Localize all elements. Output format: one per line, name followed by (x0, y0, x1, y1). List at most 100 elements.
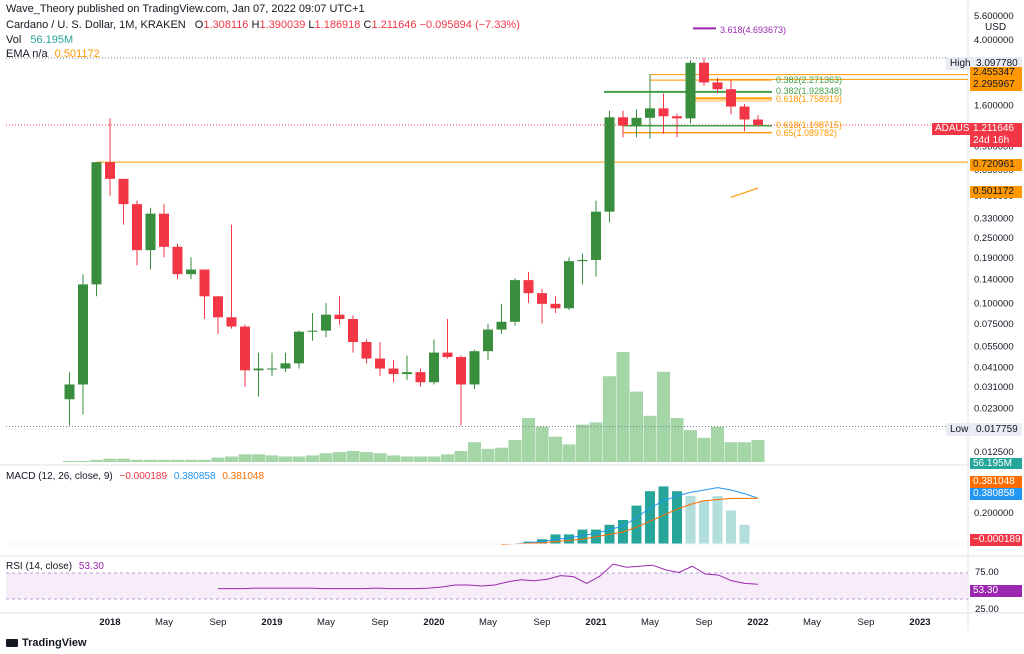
candle-body (78, 284, 88, 385)
volume-bar (441, 454, 454, 462)
volume-bar (306, 455, 319, 462)
tradingview-logo[interactable]: TradingView (6, 637, 87, 649)
volume-bar (319, 453, 333, 462)
rsi-tick-75: 75.00 (975, 567, 999, 578)
candle-body (496, 321, 507, 330)
volume-bar (225, 456, 238, 462)
macd-tag-signal: 0.381048 (970, 476, 1022, 488)
candle-body (240, 326, 250, 371)
macd-hist-bar (564, 534, 574, 544)
candle-body (564, 261, 574, 309)
volume-bar (738, 442, 751, 462)
price-tick: 0.031000 (974, 382, 1014, 393)
time-tick: 2019 (261, 617, 282, 628)
volume-bar (589, 422, 603, 462)
volume-bar (508, 440, 522, 462)
price-tick: 0.250000 (974, 233, 1014, 244)
price-tick: 0.041000 (974, 362, 1014, 373)
tag-2455347: 2.455347 (970, 67, 1022, 79)
price-tick: 0.055000 (974, 341, 1014, 352)
candle-body (618, 117, 628, 126)
price-tick: 0.023000 (974, 404, 1014, 415)
rsi-line (218, 563, 759, 590)
last-price-tag: 1.211646 (970, 123, 1022, 135)
macd-hist-bar (699, 500, 709, 544)
fib-label-0618-b: 0.618(1.198715) (776, 120, 843, 130)
time-tick: 2021 (585, 617, 607, 628)
candle-body (159, 213, 169, 247)
volume-bar (670, 418, 684, 462)
ohlc-l-label: L (308, 19, 315, 31)
volume-bar (468, 442, 481, 462)
ohlc-l: 1.186918 (314, 19, 361, 31)
candle-body (726, 89, 736, 107)
signal-line (501, 497, 759, 546)
fib-label-0618-a: 0.618(1.758919) (776, 94, 843, 104)
candle-body (456, 357, 466, 385)
candle-body (91, 162, 102, 285)
time-tick: May (641, 617, 659, 628)
macd-hist-bar (672, 491, 682, 544)
candle-body (321, 314, 331, 331)
volume-bar (333, 452, 346, 462)
candle-body (294, 331, 304, 364)
fib-label-0382-a: 0.382(2.271363) (776, 75, 843, 85)
candle-body (415, 372, 426, 383)
candle-body (145, 213, 156, 251)
macd-hist-bar (631, 505, 642, 544)
symbol-name: Cardano / U. S. Dollar, 1M, KRAKEN (6, 19, 186, 31)
volume-bar (346, 451, 360, 462)
price-tick: 0.190000 (974, 253, 1014, 264)
macd-hist-bar (577, 529, 588, 544)
currency-unit: USD (985, 22, 1007, 33)
rsi-tick-25: 25.00 (975, 604, 999, 615)
volume-bar (549, 436, 562, 462)
volume-bar (495, 447, 508, 462)
ema-tag: 0.501172 (970, 186, 1022, 198)
volume-bar (373, 453, 387, 462)
candle-body (550, 303, 561, 309)
candle-body (348, 319, 358, 342)
time-tick: Sep (534, 617, 551, 628)
time-tick: 2020 (423, 617, 444, 628)
volume-bar (562, 444, 576, 462)
candle-body (631, 117, 642, 126)
volume-bar (117, 458, 130, 462)
fib-label-065: 0.65(1.089782) (776, 128, 838, 138)
volume-bars (63, 352, 765, 462)
vol-label: Vol (6, 34, 22, 46)
volume-bar (684, 430, 697, 462)
volume-bar (454, 451, 468, 462)
volume-bar (90, 459, 103, 462)
price-tick: 0.140000 (974, 275, 1014, 286)
candle-body (280, 363, 291, 369)
volume-bar (657, 371, 670, 462)
volume-bar (576, 424, 589, 462)
price-tick: 4.000000 (974, 35, 1014, 46)
volume-bar (414, 456, 427, 462)
candle-body (307, 330, 318, 332)
rsi-tag: 53.30 (970, 585, 1022, 597)
macd-tag-line: 0.380858 (970, 488, 1022, 500)
volume-bar (238, 454, 252, 462)
candle-body (213, 296, 223, 318)
candle-body (591, 211, 601, 260)
ohlc-o-label: O (194, 19, 204, 31)
candle-body (604, 117, 615, 212)
time-tick: Sep (372, 617, 389, 628)
ohlc-c-label: C (363, 19, 372, 31)
volume-bar (76, 460, 90, 462)
macd-title: MACD (12, 26, close, 9) (6, 471, 113, 482)
ema-line: EMA n/a 0.501172 (6, 48, 100, 60)
candle-body (334, 314, 345, 320)
candle-body (105, 162, 115, 179)
volume-bar (522, 418, 535, 462)
price-tick: 0.012500 (974, 447, 1014, 458)
candle-body (375, 358, 385, 369)
low-value: 0.017759 (972, 423, 1022, 436)
publisher-line: Wave_Theory published on TradingView.com… (6, 3, 365, 15)
candle-body (685, 62, 696, 119)
volume-bar (603, 376, 616, 462)
candle-body (523, 280, 534, 294)
